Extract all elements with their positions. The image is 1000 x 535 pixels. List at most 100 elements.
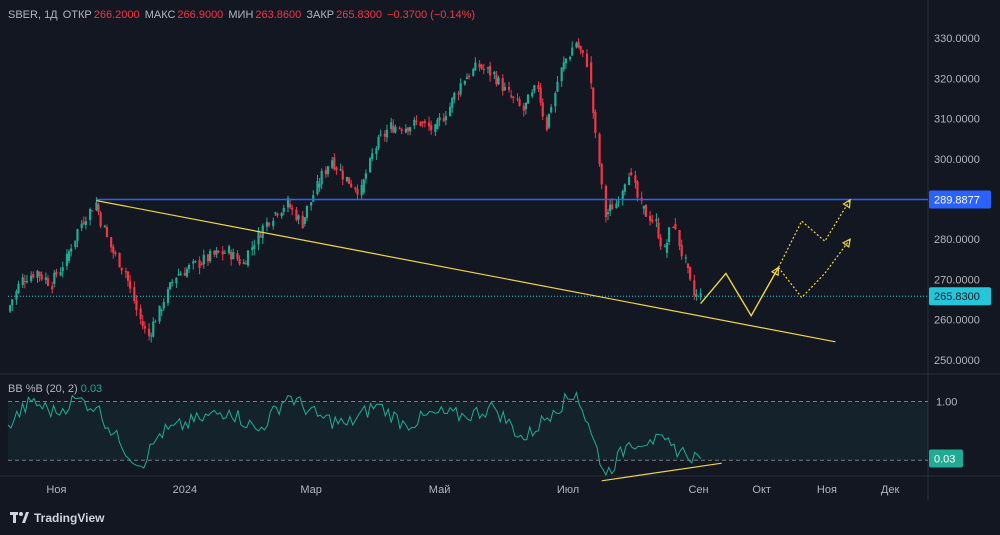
- candle-body: [480, 64, 483, 69]
- candle-body: [560, 67, 563, 82]
- candle-body: [503, 86, 506, 91]
- candle-body: [175, 277, 178, 284]
- price-tick-label: 270.0000: [934, 274, 980, 286]
- candle-body: [74, 240, 77, 248]
- candle-body: [364, 173, 367, 179]
- candle-body: [289, 203, 292, 208]
- candle-body: [569, 56, 572, 60]
- candle-body: [152, 321, 155, 337]
- candle-body: [695, 294, 698, 297]
- time-tick-label: Мар: [300, 484, 322, 496]
- candle-body: [592, 87, 595, 113]
- candle-body: [84, 221, 87, 226]
- candle-body: [541, 102, 544, 117]
- candle-body: [524, 102, 527, 110]
- candle-body: [65, 253, 69, 266]
- candle-body: [451, 97, 454, 108]
- candle-body: [427, 122, 431, 127]
- candle-body: [369, 158, 372, 172]
- candle-body: [244, 263, 247, 265]
- candle-body: [465, 77, 469, 80]
- candle-body: [409, 127, 412, 132]
- projection-path-dotted-lower: [778, 238, 851, 299]
- candle-body: [478, 63, 481, 68]
- candle-body: [221, 250, 224, 255]
- candle-body: [423, 121, 426, 124]
- candle-body: [265, 221, 269, 227]
- candle-body: [507, 86, 511, 90]
- candle-body: [406, 127, 410, 132]
- last-price-tag: [929, 287, 991, 306]
- candle-body: [385, 129, 389, 138]
- price-tick-label: 320.0000: [934, 73, 980, 85]
- candle-body: [97, 204, 100, 212]
- candle-body: [261, 225, 264, 238]
- candle-body: [259, 235, 262, 238]
- price-tick-label: 330.0000: [934, 33, 980, 45]
- candle-body: [282, 207, 285, 212]
- candle-body: [280, 212, 283, 217]
- candle-body: [59, 272, 62, 276]
- candle-body: [623, 184, 626, 192]
- candle-body: [404, 128, 407, 133]
- candle-body: [89, 209, 92, 221]
- symbol-label[interactable]: SBER, 1Д: [8, 9, 58, 21]
- candle-body: [579, 45, 582, 51]
- candle-body: [383, 133, 386, 137]
- candle-body: [198, 260, 201, 269]
- projection-path-dotted-upper: [777, 199, 851, 268]
- candle-body: [655, 219, 658, 222]
- last-price-tag-text: 265.8300: [934, 291, 980, 303]
- candle-body: [362, 179, 365, 193]
- candle-body: [444, 116, 447, 121]
- candle-body: [604, 185, 607, 218]
- candle-body: [23, 280, 26, 283]
- indicator-value: 0.03: [80, 383, 103, 395]
- candle-body: [510, 95, 513, 97]
- candle-body: [160, 309, 163, 312]
- candle-body: [497, 77, 500, 85]
- time-tick-label: Май: [429, 484, 451, 496]
- candle-body: [398, 127, 401, 129]
- candle-body: [377, 136, 380, 149]
- candle-body: [32, 274, 35, 278]
- bb-percent-line: [7, 391, 701, 477]
- price-tick-label: 250.0000: [934, 355, 980, 367]
- candle-body: [493, 71, 496, 75]
- candle-body: [274, 212, 277, 214]
- candle-body: [516, 98, 519, 100]
- candle-body: [434, 124, 437, 132]
- candle-body: [689, 267, 692, 280]
- candle-body: [482, 69, 485, 71]
- candle-body: [312, 195, 315, 202]
- tradingview-logo[interactable]: TradingView: [10, 511, 104, 525]
- candle-body: [672, 226, 675, 228]
- tradingview-logo-icon: [10, 512, 29, 523]
- indicator-header: BB %B (20, 2) 0.03: [8, 383, 102, 395]
- indicator-name[interactable]: BB %B (20, 2): [8, 383, 78, 395]
- high-label: МАКС: [144, 9, 176, 21]
- candle-body: [453, 93, 456, 100]
- candle-body: [120, 267, 123, 271]
- candle-body: [467, 75, 471, 77]
- candle-body: [223, 252, 226, 254]
- candle-body: [141, 321, 144, 326]
- time-tick-label: Окт: [752, 484, 771, 496]
- candle-body: [442, 118, 445, 122]
- bb-tick-label: 1.00: [936, 397, 957, 409]
- candle-body: [9, 305, 12, 312]
- projection-arrowhead: [770, 266, 780, 277]
- candle-body: [341, 170, 344, 180]
- candle-body: [379, 134, 382, 136]
- candle-body: [76, 229, 79, 241]
- candle-body: [51, 286, 54, 290]
- candle-body: [459, 83, 462, 95]
- candle-body: [82, 222, 85, 224]
- candle-body: [537, 84, 540, 90]
- candle-body: [449, 106, 452, 117]
- candle-body: [644, 204, 647, 217]
- candle-body: [686, 263, 690, 268]
- candle-body: [627, 177, 631, 185]
- candle-body: [200, 263, 203, 265]
